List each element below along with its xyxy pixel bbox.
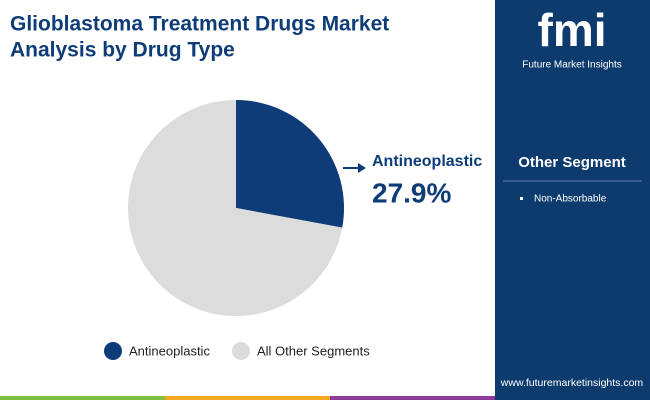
sidebar-item: Non-Absorbable — [534, 194, 607, 205]
bullet — [520, 197, 523, 200]
pie-slice — [128, 100, 343, 316]
sidebar-heading: Other Segment — [518, 154, 626, 171]
chart-title: Glioblastoma Treatment Drugs Market — [10, 13, 389, 36]
logo: fmi — [538, 4, 607, 56]
legend-label: Antineoplastic — [129, 343, 210, 358]
strip — [330, 396, 495, 400]
annotation-label: Antineoplastic — [372, 153, 482, 170]
legend-label: All Other Segments — [257, 343, 370, 358]
brand: Future Market Insights — [522, 60, 621, 71]
pie-slice — [236, 100, 344, 228]
legend-swatch — [232, 342, 250, 360]
strip — [165, 396, 330, 400]
legend-swatch — [104, 342, 122, 360]
strip — [0, 396, 165, 400]
strip — [495, 396, 650, 400]
legend: Antineoplastic All Other Segments — [104, 342, 370, 360]
url: www.futuremarketinsights.com — [500, 377, 644, 389]
annotation-value: 27.9% — [372, 177, 451, 208]
chart-title: Analysis by Drug Type — [10, 39, 235, 62]
annotation-arrowhead — [358, 163, 366, 173]
pie — [128, 100, 344, 316]
